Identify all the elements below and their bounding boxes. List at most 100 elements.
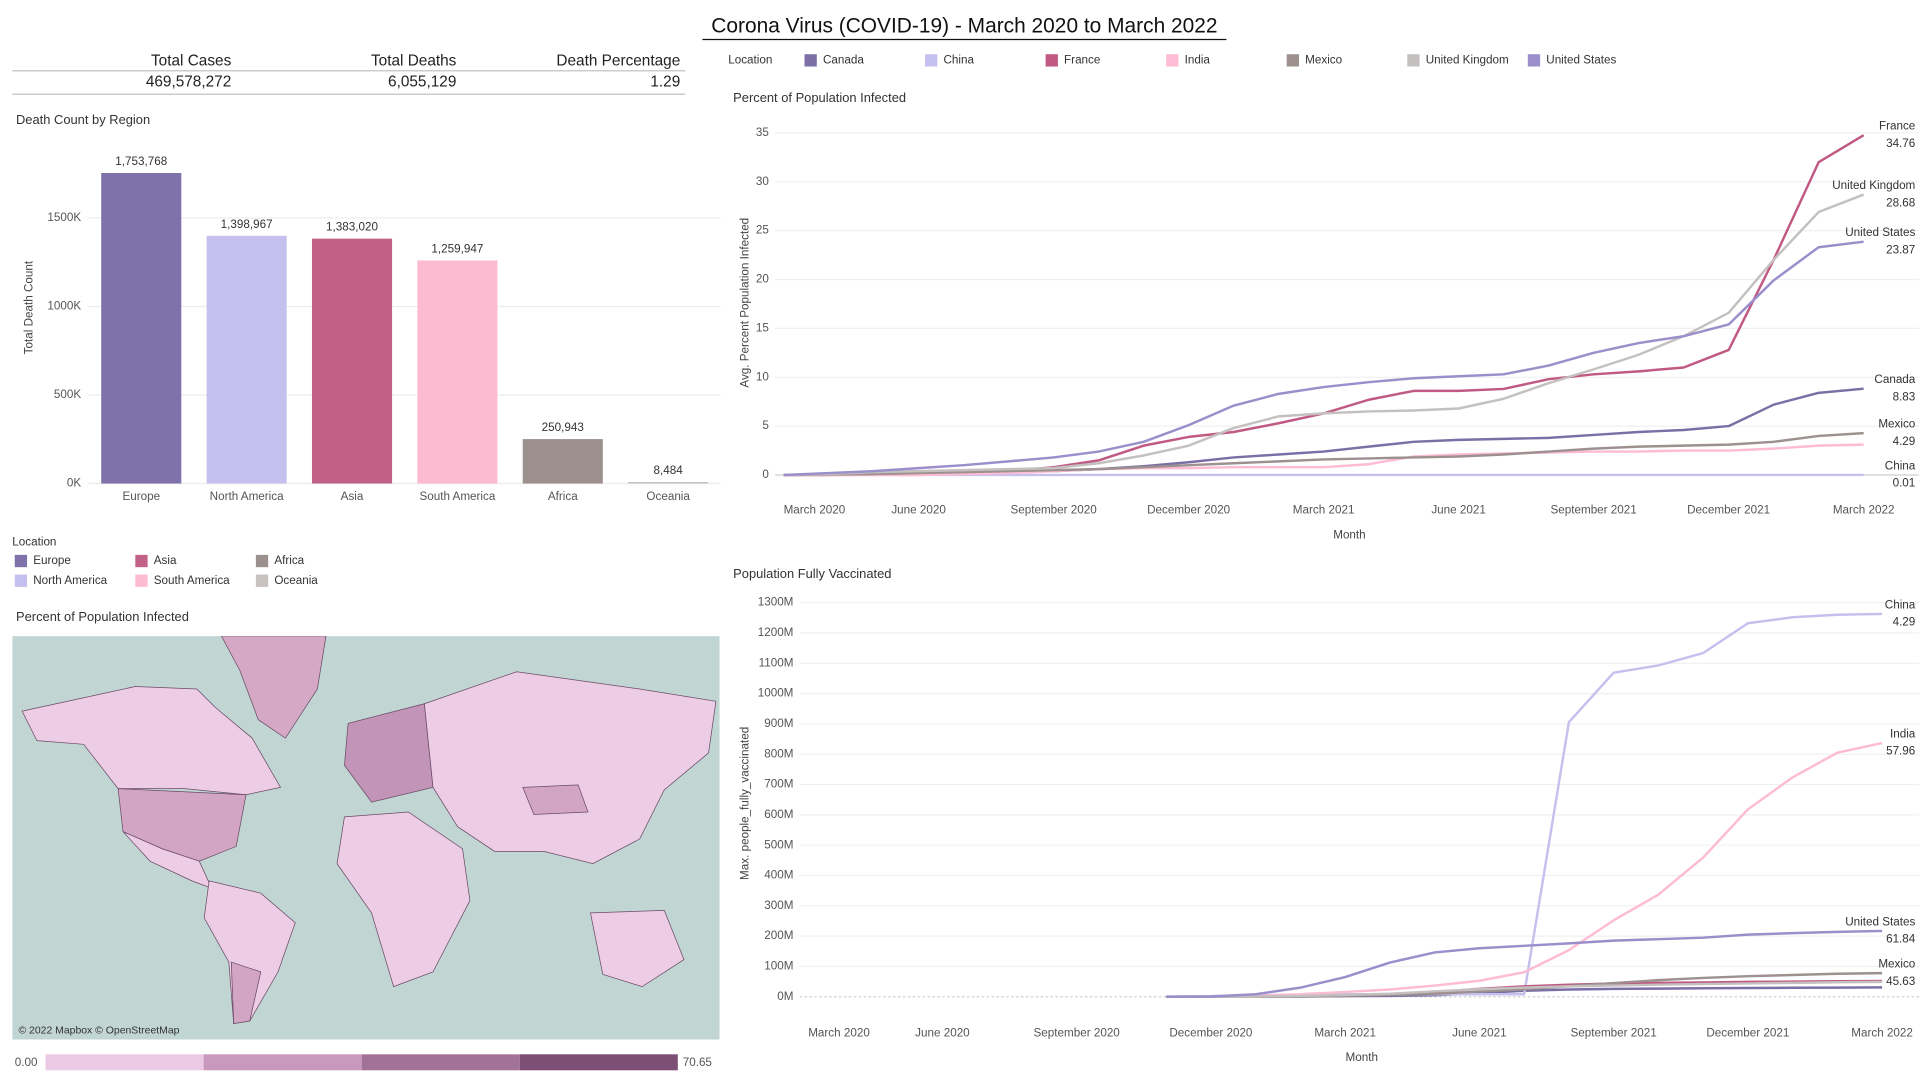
x-tick-label: September 2020 xyxy=(1034,1026,1121,1039)
end-label-value: 61.84 xyxy=(1886,933,1916,946)
legend-swatch xyxy=(135,554,148,568)
end-label-value: 8.83 xyxy=(1893,390,1916,403)
world-map xyxy=(12,636,720,1040)
bar xyxy=(101,173,182,484)
bar xyxy=(417,260,498,484)
x-tick-label: Africa xyxy=(548,490,578,503)
kpi-label: Total Cases xyxy=(151,53,232,70)
end-label-name: United States xyxy=(1845,915,1915,928)
legend-label: United States xyxy=(1546,53,1616,66)
legend-swatch xyxy=(1286,54,1300,67)
chart-title: Percent of Population Infected xyxy=(733,90,906,105)
value-label: 1,398,967 xyxy=(221,218,273,231)
argentina xyxy=(230,961,262,1024)
series-line xyxy=(783,134,1865,477)
x-tick-label: March 2020 xyxy=(784,504,846,517)
legend-swatch xyxy=(925,54,938,67)
legend-label: Africa xyxy=(274,554,304,567)
series-line xyxy=(783,431,1864,477)
scale-bin xyxy=(519,1054,678,1071)
end-label-name: China xyxy=(1885,459,1916,472)
end-label-value: 4.29 xyxy=(1893,435,1916,448)
series-line xyxy=(783,443,1864,477)
y-tick-label: 600M xyxy=(764,808,793,821)
value-label: 1,753,768 xyxy=(115,155,167,168)
y-tick-label: 800M xyxy=(764,747,793,760)
y-tick-label: 300M xyxy=(764,899,793,912)
y-tick-label: 1200M xyxy=(758,626,794,639)
bar xyxy=(206,235,287,484)
australia xyxy=(590,910,685,988)
north-america xyxy=(21,686,282,796)
y-tick-label: 35 xyxy=(756,126,769,139)
africa xyxy=(336,811,471,988)
y-tick-label: 900M xyxy=(764,717,793,730)
x-tick-label: June 2021 xyxy=(1452,1026,1507,1039)
kpi-label: Death Percentage xyxy=(556,53,680,70)
legend-swatch xyxy=(1166,54,1179,67)
y-tick-label: 100M xyxy=(764,960,793,973)
scale-min-label: 0.00 xyxy=(15,1056,38,1069)
x-tick-label: December 2020 xyxy=(1147,504,1231,517)
legend-label: South America xyxy=(154,574,230,587)
x-tick-label: Europe xyxy=(122,490,160,503)
legend-swatch xyxy=(1045,54,1058,67)
end-label-name: United Kingdom xyxy=(1832,179,1915,192)
y-tick-label: 25 xyxy=(756,224,769,237)
series-line xyxy=(1166,980,1883,998)
y-tick-label: 5 xyxy=(762,419,769,432)
x-tick-label: September 2021 xyxy=(1570,1026,1656,1039)
end-label-name: France xyxy=(1879,120,1915,133)
kpi-value: 6,055,129 xyxy=(388,74,456,91)
x-tick-label: June 2020 xyxy=(891,504,946,517)
y-tick-label: 500M xyxy=(764,838,793,851)
value-label: 1,383,020 xyxy=(326,221,378,234)
legend-label: India xyxy=(1185,53,1211,66)
end-label-name: Mexico xyxy=(1878,958,1915,971)
value-label: 8,484 xyxy=(654,464,684,477)
scale-bin xyxy=(45,1054,204,1071)
asia xyxy=(423,671,717,865)
x-tick-label: December 2021 xyxy=(1687,504,1770,517)
legend-label: Canada xyxy=(823,53,864,66)
end-label-value: 45.63 xyxy=(1886,975,1915,988)
y-tick-label: 1000K xyxy=(47,300,81,313)
x-tick-label: December 2021 xyxy=(1706,1026,1789,1039)
end-label-name: China xyxy=(1885,598,1916,611)
chart-title: Percent of Population Infected xyxy=(16,609,189,624)
end-label-value: 0.01 xyxy=(1893,477,1916,490)
europe xyxy=(344,703,434,803)
end-label-name: Canada xyxy=(1874,373,1915,386)
y-tick-label: 1100M xyxy=(759,656,794,669)
bar xyxy=(311,238,393,484)
series-line xyxy=(783,193,1865,477)
y-tick-label: 400M xyxy=(764,869,793,882)
dashboard-title: Corona Virus (COVID-19) - March 2020 to … xyxy=(711,15,1217,38)
legend-title: Location xyxy=(12,536,56,549)
legend-label: North America xyxy=(33,574,107,587)
legend-label: China xyxy=(944,53,975,66)
legend-swatch xyxy=(135,574,148,587)
series-line xyxy=(783,240,1864,477)
legend-swatch xyxy=(1407,54,1420,67)
x-axis-title: Month xyxy=(1333,528,1365,541)
x-axis-title: Month xyxy=(1346,1051,1378,1064)
end-label-value: 57.96 xyxy=(1886,745,1915,758)
chart-title: Death Count by Region xyxy=(16,112,150,127)
end-label-name: United States xyxy=(1845,226,1915,239)
legend-label: Oceania xyxy=(274,574,318,587)
end-label-value: 4.29 xyxy=(1893,616,1916,629)
y-tick-label: 200M xyxy=(764,929,793,942)
series-line xyxy=(1166,612,1883,998)
chart-title: Population Fully Vaccinated xyxy=(733,566,891,581)
legend-label: United Kingdom xyxy=(1426,53,1509,66)
y-tick-label: 0 xyxy=(762,468,769,481)
series-line xyxy=(783,387,1864,477)
legend-label: Europe xyxy=(33,554,71,567)
x-tick-label: September 2020 xyxy=(1010,504,1097,517)
kazakhstan xyxy=(522,784,589,815)
legend-swatch xyxy=(1527,54,1541,67)
y-tick-label: 30 xyxy=(756,175,769,188)
x-tick-label: March 2022 xyxy=(1833,504,1895,517)
end-label-value: 34.76 xyxy=(1886,137,1915,150)
